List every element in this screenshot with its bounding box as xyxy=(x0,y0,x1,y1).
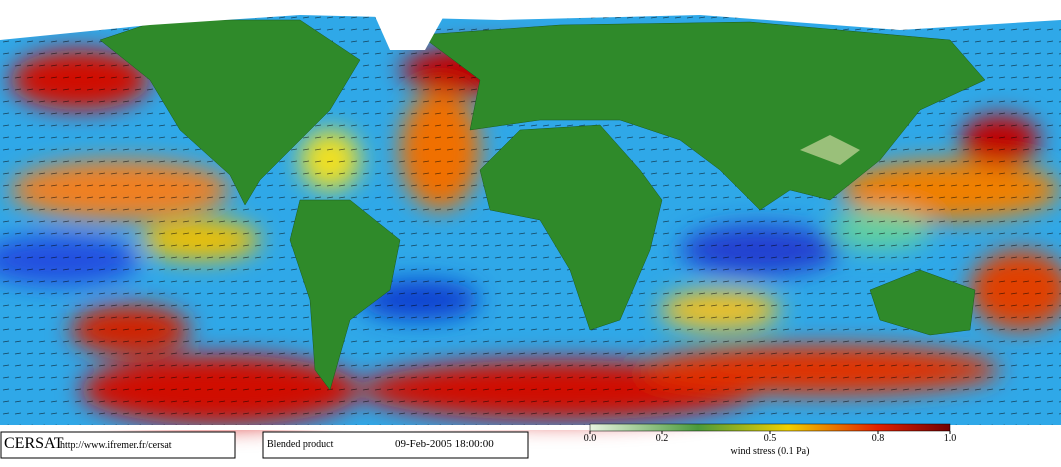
product-box xyxy=(262,431,529,459)
colorbar-tick-label: 0.5 xyxy=(764,433,777,444)
colorbar-label: wind stress (0.1 Pa) xyxy=(731,446,810,457)
colorbar-scale xyxy=(589,423,951,432)
colorbar: wind stress (0.1 Pa) 0.0 0.2 0.5 0.8 1.0 xyxy=(584,423,957,457)
logo-box xyxy=(0,431,236,459)
footer: CERSAT http://www.ifremer.fr/cersat Blen… xyxy=(0,431,529,459)
land xyxy=(99,19,986,391)
product: Blended product xyxy=(267,439,334,450)
url: http://www.ifremer.fr/cersat xyxy=(60,440,172,451)
date: 09-Feb-2005 18:00:00 xyxy=(395,438,494,450)
colorbar-tick-label: 0.0 xyxy=(584,433,597,444)
colorbar-tick-label: 1.0 xyxy=(944,433,957,444)
logo: CERSAT xyxy=(4,435,64,452)
colorbar-tick-label: 0.8 xyxy=(872,433,885,444)
colorbar-tick-label: 0.2 xyxy=(656,433,669,444)
